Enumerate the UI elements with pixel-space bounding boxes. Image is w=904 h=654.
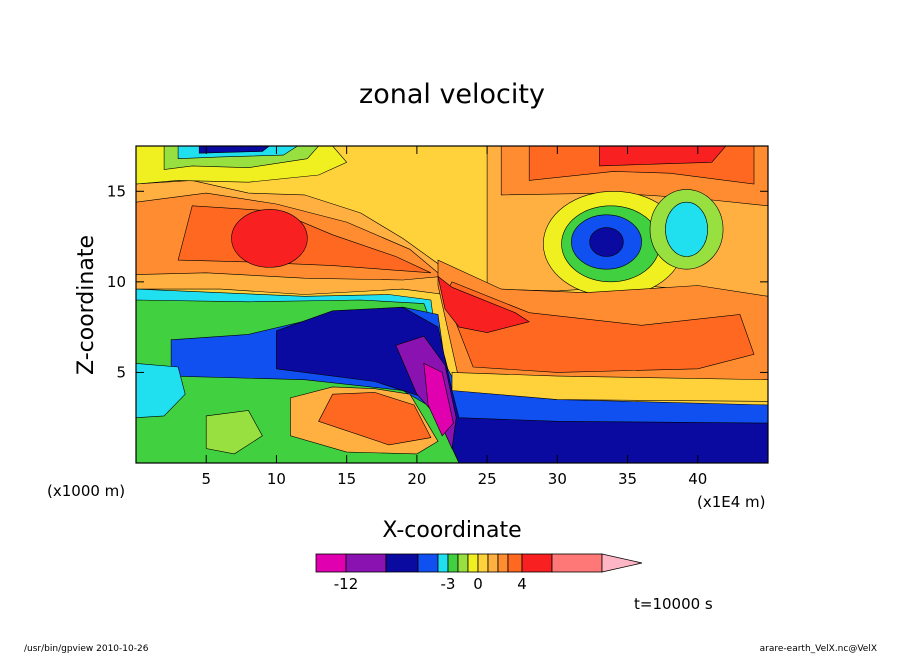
colorbar-box [447,553,459,573]
x-tick-label: 20 [407,470,426,488]
colorbar-box [551,553,603,573]
velocity-field [136,146,768,463]
x-axis-label: X-coordinate [382,518,521,543]
top-band-dark [198,146,270,154]
colorbar-box [497,553,509,573]
y-tick-label: 10 [107,273,126,291]
vortex2-blue [665,201,708,257]
upper-right-top-3 [599,146,727,167]
colorbar-box [345,553,387,573]
cold-pocket-magenta [423,362,454,437]
y-tick-label: 5 [116,363,126,381]
y-axis-label: Z-coordinate [74,235,99,375]
surface-eddy-a [136,363,186,419]
colorbar-tick-label: -12 [334,575,359,593]
downstream-jet-red [437,275,530,333]
downstream-jet-core [444,281,755,373]
colorbar-box [457,553,469,573]
x-tick-label: 25 [478,470,497,488]
colorbar-tick-label: 0 [473,575,483,593]
plot-frame [135,145,769,464]
upper-left-red-core [231,209,308,268]
x-tick-label: 40 [688,470,707,488]
surface-eddy-green [205,410,263,455]
colorbar-box [417,553,439,573]
colorbar-arrow [601,553,643,573]
x-tick-label: 10 [267,470,286,488]
y-axis: 5 10 15 [107,182,768,381]
colorbar-box [315,553,347,573]
colorbar-ticks: -12 -3 0 4 [334,575,527,593]
x-tick-label: 35 [618,470,637,488]
vortex-dark-core [589,227,624,257]
colorbar-tick-label: -3 [441,575,456,593]
colorbar [315,553,643,573]
footer-left: /usr/bin/gpview 2010-10-26 [24,644,149,654]
colorbar-tick-label: 4 [517,575,527,593]
colorbar-box [521,553,553,573]
x-tick-label: 5 [201,470,211,488]
y-tick-label: 15 [107,182,126,200]
warm-tongue-inner [318,392,432,446]
colorbar-box [487,553,499,573]
colorbar-box [385,553,419,573]
x-units-label: (x1E4 m) [697,493,766,511]
colorbar-box [477,553,489,573]
x-tick-label: 30 [548,470,567,488]
downstream-thin-yellow [451,372,768,402]
x-axis: 5 10 15 20 25 30 35 40 [201,146,707,488]
x-tick-label: 15 [337,470,356,488]
colorbar-box [467,553,479,573]
colorbar-box [437,553,449,573]
time-annotation: t=10000 s [634,595,713,613]
y-units-label: (x1000 m) [47,482,125,500]
chart-title: zonal velocity [359,79,545,110]
colorbar-box [507,553,523,573]
footer-right: arare-earth_VelX.nc@VelX [760,644,877,654]
plot-area [135,145,769,464]
